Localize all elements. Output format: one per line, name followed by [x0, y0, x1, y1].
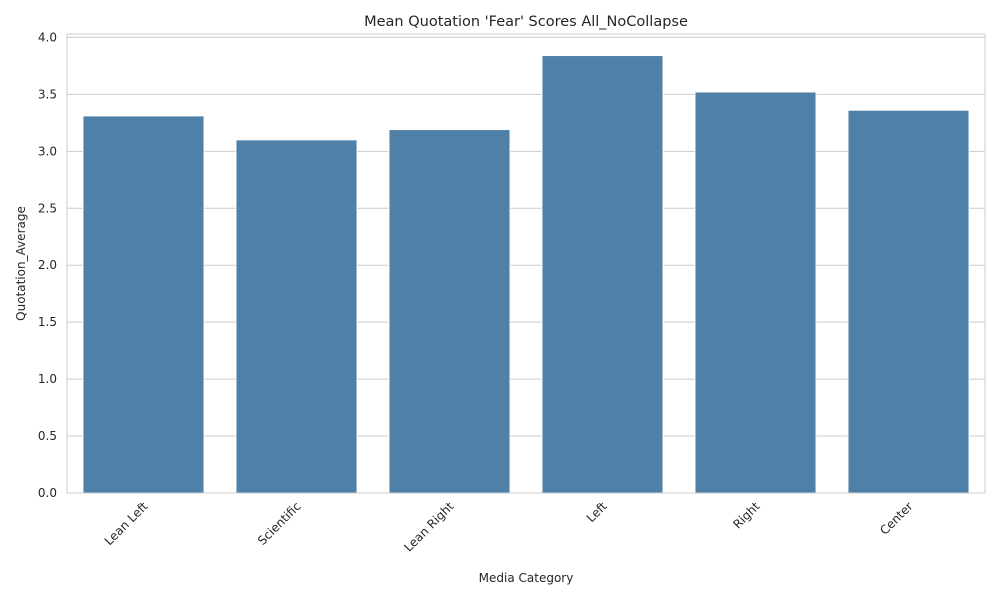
x-axis-label: Media Category: [479, 571, 574, 585]
bar-lean-left: [82, 115, 205, 494]
y-tick-label: 3.5: [38, 87, 57, 101]
x-tick-label: Left: [584, 499, 610, 525]
y-tick-label: 1.0: [38, 372, 57, 386]
x-tick-label: Lean Left: [102, 499, 151, 548]
bar-right: [694, 91, 817, 494]
x-tick-label: Right: [730, 499, 762, 531]
y-tick-label: 2.5: [38, 201, 57, 215]
bar-left: [541, 55, 664, 494]
bar-scientific: [235, 139, 358, 494]
y-tick-label: 0.0: [38, 486, 57, 500]
bar-lean-right: [388, 129, 511, 494]
x-tick-labels: Lean Left Scientific Lean Right Left Right Ce…: [102, 499, 916, 555]
grid-lines: [67, 36, 985, 494]
bar-center: [847, 109, 970, 494]
x-tick-label: Scientific: [255, 499, 304, 548]
x-tick-label: Lean Right: [401, 499, 457, 555]
chart-title: Mean Quotation 'Fear' Scores All_NoColla…: [364, 14, 688, 30]
y-tick-label: 4.0: [38, 30, 57, 44]
bars: [82, 55, 970, 494]
y-axis-label: Quotation_Average: [14, 206, 28, 321]
y-tick-label: 1.5: [38, 315, 57, 329]
y-tick-label: 0.5: [38, 429, 57, 443]
x-tick-label: Center: [877, 499, 916, 538]
y-tick-label: 3.0: [38, 144, 57, 158]
y-tick-labels: 0.0 0.5 1.0 1.5 2.0 2.5 3.0 3.5 4.0: [38, 30, 57, 500]
plot-frame: [66, 33, 986, 494]
y-tick-label: 2.0: [38, 258, 57, 272]
